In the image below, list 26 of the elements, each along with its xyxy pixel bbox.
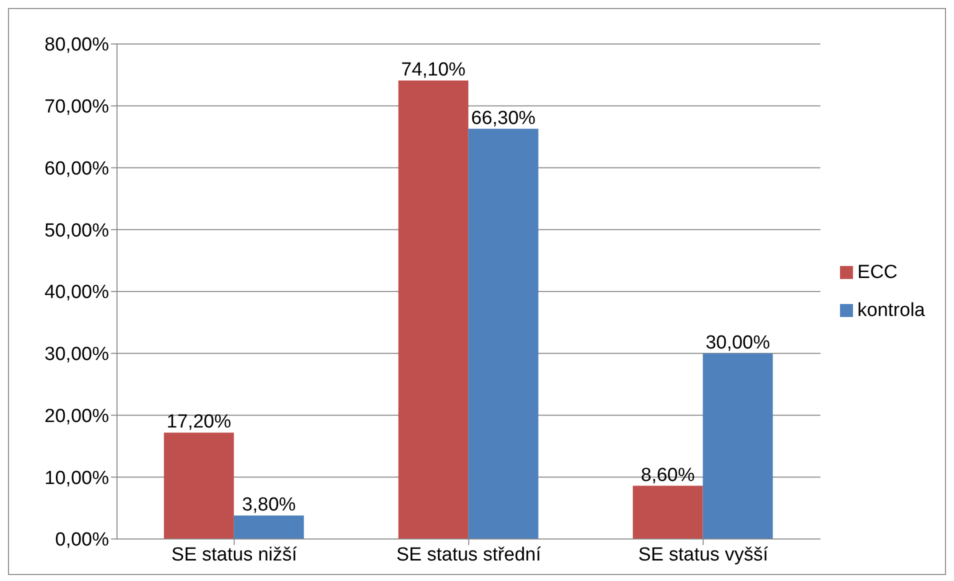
y-tick-label: 0,00% (55, 530, 110, 551)
y-tick-label: 20,00% (44, 406, 110, 427)
bar (164, 432, 234, 539)
data-label: 3,80% (242, 494, 296, 516)
legend-label: kontrola (857, 300, 925, 320)
x-tick-label: SE status nižší (171, 544, 298, 566)
bar (632, 486, 703, 539)
data-label: 30,00% (706, 332, 770, 354)
legend-label: ECC (857, 262, 898, 282)
bar (702, 353, 773, 539)
y-tick-label: 70,00% (44, 96, 110, 118)
bar (468, 128, 538, 539)
y-tick-label: 10,00% (44, 468, 110, 489)
x-tick-label: SE status vyšší (638, 544, 769, 566)
bar (234, 515, 304, 539)
y-tick-label: 50,00% (44, 220, 110, 242)
x-tick-label: SE status střední (396, 544, 542, 566)
data-label: 74,10% (401, 60, 466, 81)
data-label: 17,20% (166, 412, 232, 433)
y-tick-label: 80,00% (44, 34, 110, 56)
y-tick-label: 40,00% (44, 282, 110, 304)
y-tick-label: 30,00% (44, 344, 110, 366)
y-tick-label: 60,00% (44, 158, 110, 180)
data-label: 66,30% (471, 108, 536, 129)
bar (398, 80, 468, 539)
data-label: 8,60% (640, 464, 695, 486)
